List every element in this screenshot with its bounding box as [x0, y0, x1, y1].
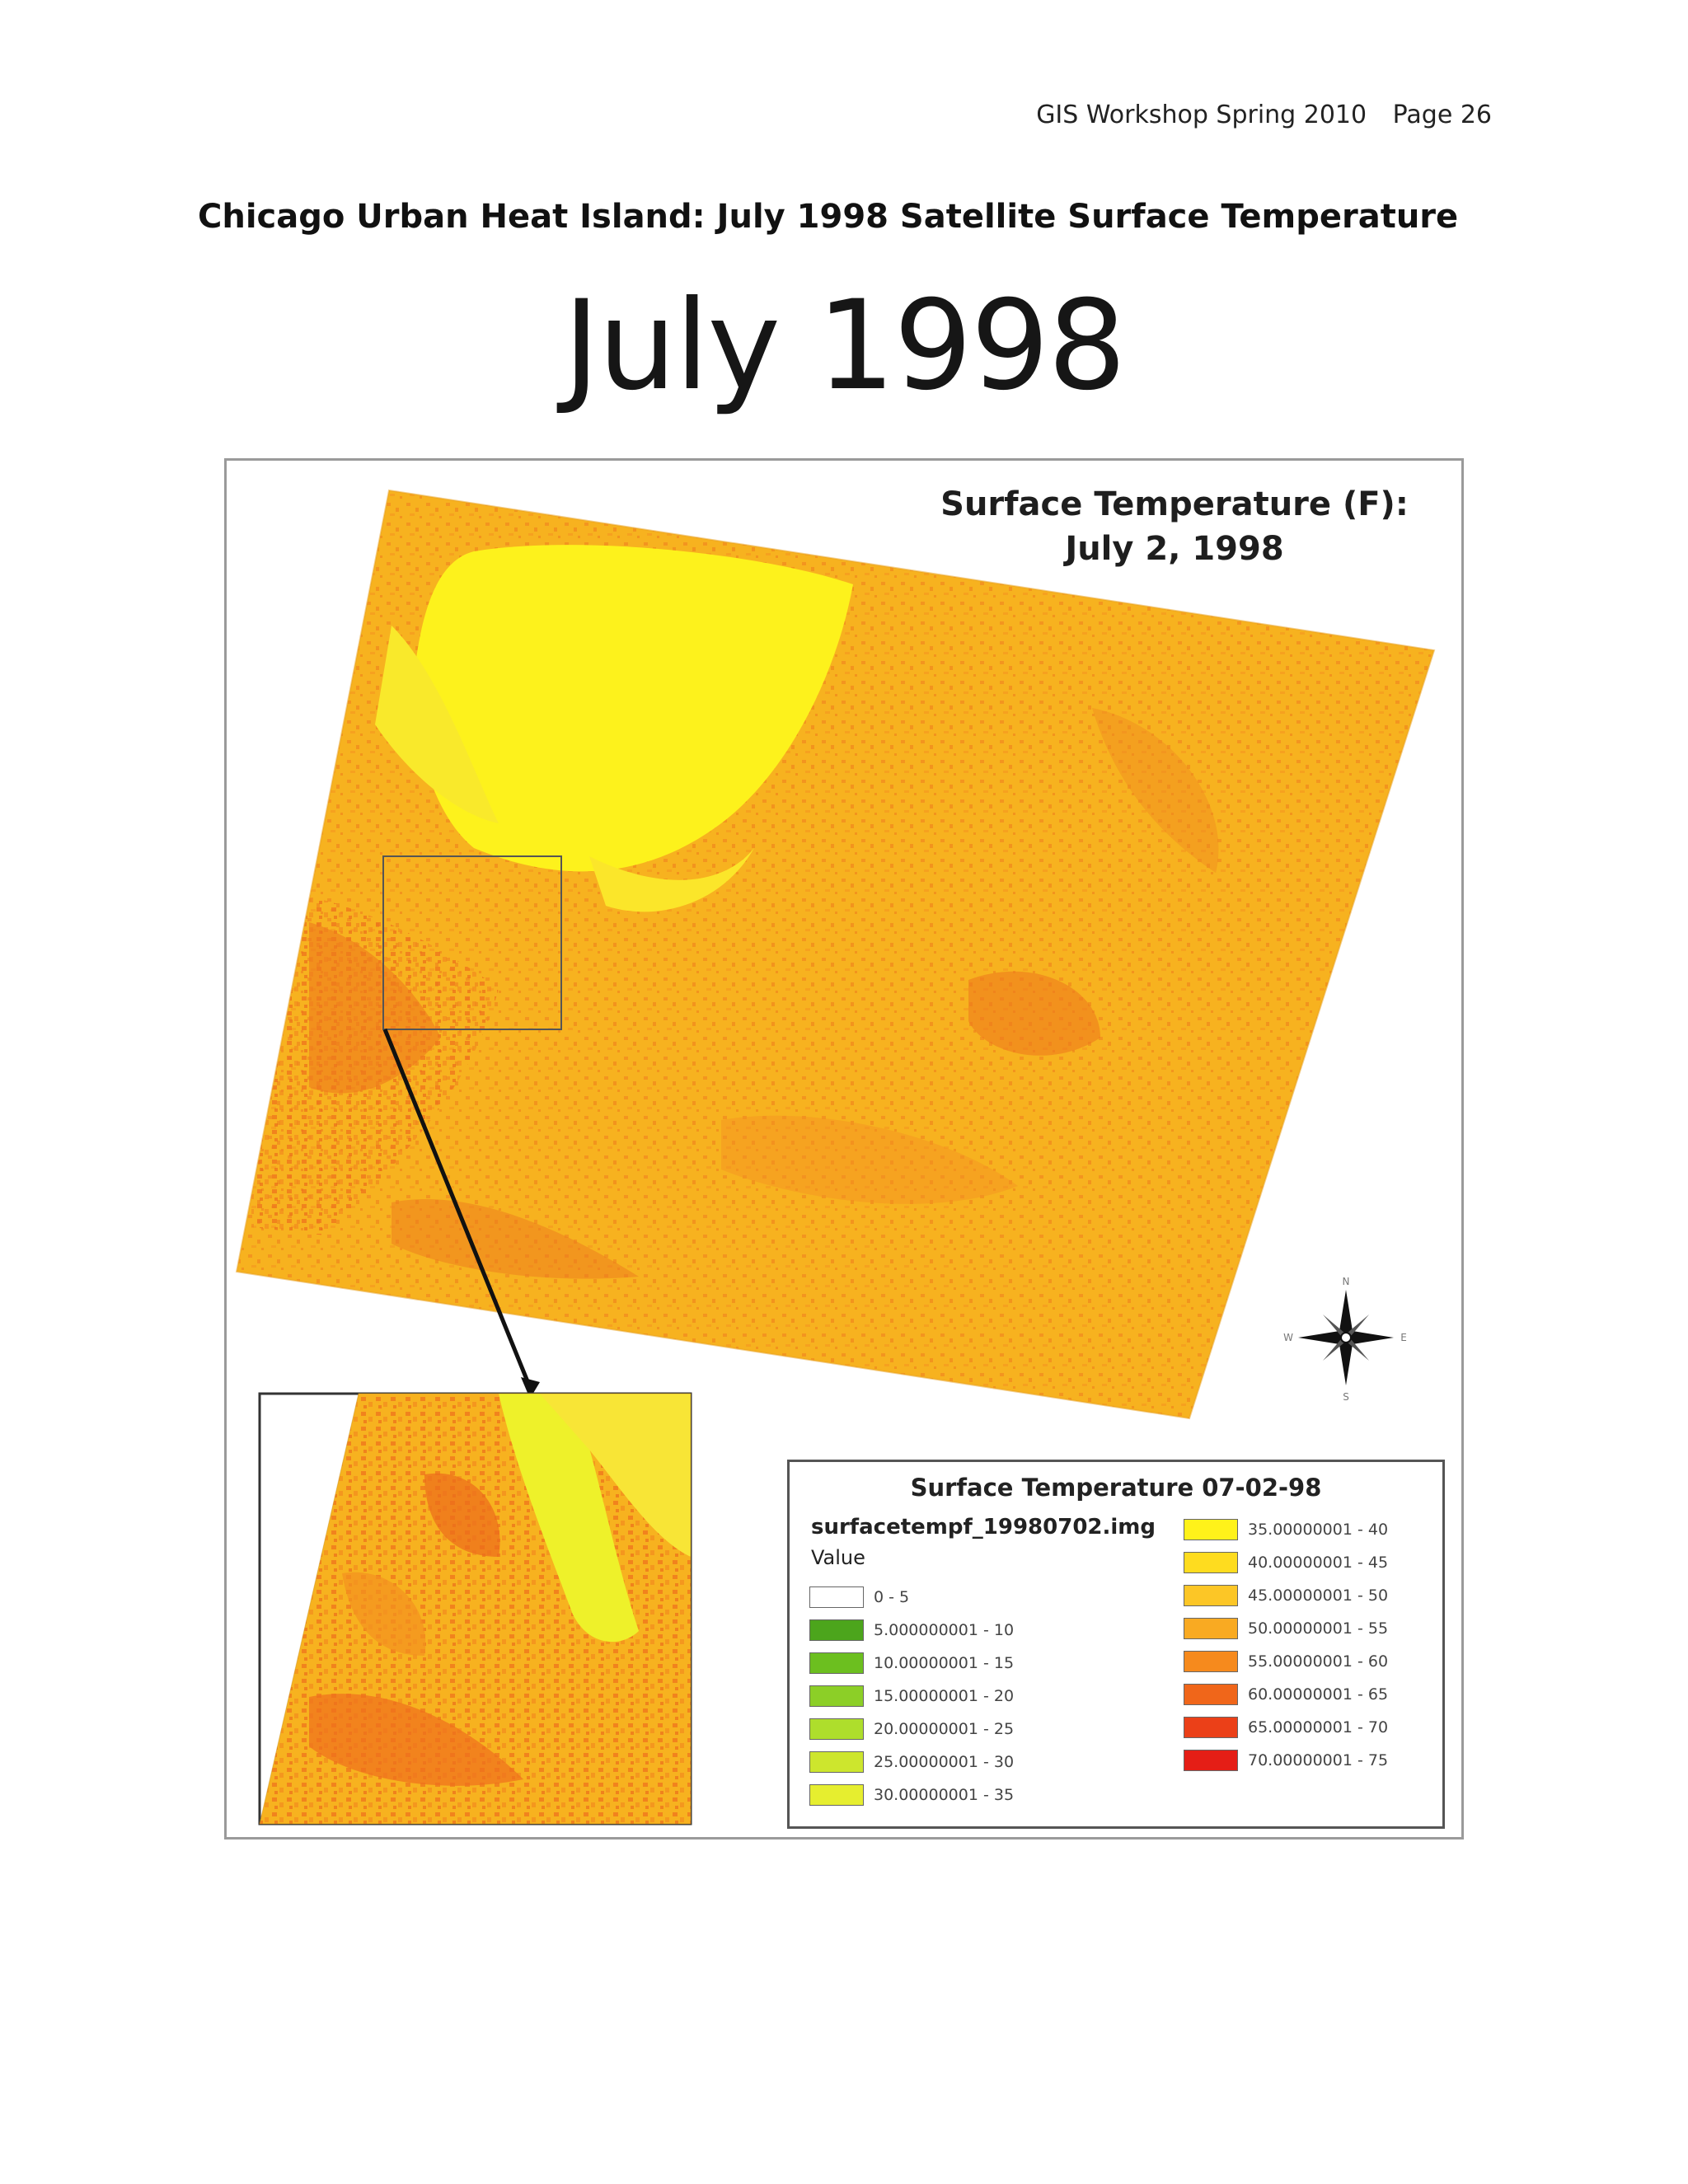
legend-color-swatch — [809, 1652, 864, 1674]
legend-layer-name: surfacetempf_19980702.img — [811, 1515, 1156, 1540]
legend-color-swatch — [809, 1751, 864, 1773]
legend-color-swatch — [1184, 1651, 1238, 1672]
legend-color-swatch — [809, 1784, 864, 1806]
legend-class-label: 15.00000001 - 20 — [874, 1687, 1015, 1705]
legend-class-item: 0 - 5 — [809, 1581, 1014, 1614]
legend-class-item: 40.00000001 - 45 — [1184, 1546, 1388, 1579]
legend-title: Surface Temperature 07-02-98 — [910, 1474, 1322, 1502]
legend-color-swatch — [1184, 1585, 1238, 1606]
legend-class-item: 35.00000001 - 40 — [1184, 1513, 1388, 1546]
legend-color-swatch — [1184, 1684, 1238, 1705]
legend-color-swatch — [1184, 1519, 1238, 1540]
legend-class-label: 70.00000001 - 75 — [1248, 1751, 1389, 1769]
figure-heading: July 1998 — [563, 274, 1126, 418]
legend-class-item: 5.000000001 - 10 — [809, 1614, 1014, 1647]
document-title: Chicago Urban Heat Island: July 1998 Sat… — [198, 198, 1459, 236]
legend-class-item: 60.00000001 - 65 — [1184, 1678, 1388, 1711]
legend-class-label: 10.00000001 - 15 — [874, 1654, 1015, 1672]
legend-class-label: 5.000000001 - 10 — [874, 1621, 1015, 1639]
map-legend: Surface Temperature 07-02-98 surfacetemp… — [787, 1460, 1445, 1829]
legend-column-right: 35.00000001 - 40 40.00000001 - 45 45.00000… — [1184, 1513, 1388, 1777]
legend-color-swatch — [1184, 1618, 1238, 1639]
legend-class-item: 50.00000001 - 55 — [1184, 1612, 1388, 1645]
legend-class-item: 15.00000001 - 20 — [809, 1680, 1014, 1713]
page-header: GIS Workshop Spring 2010 Page 26 — [1036, 101, 1492, 129]
inset-pointer-arrow — [382, 1029, 532, 1386]
legend-class-label: 0 - 5 — [874, 1588, 910, 1606]
legend-color-swatch — [1184, 1750, 1238, 1771]
legend-color-swatch — [1184, 1717, 1238, 1738]
legend-color-swatch — [809, 1586, 864, 1608]
inset-locator-box — [382, 855, 562, 1030]
inset-map — [258, 1392, 692, 1825]
map-title-line-1: Surface Temperature (F): — [940, 485, 1409, 523]
legend-field-name: Value — [811, 1546, 865, 1569]
legend-color-swatch — [809, 1685, 864, 1707]
map-title-line-2: July 2, 1998 — [1065, 530, 1284, 568]
legend-class-item: 65.00000001 - 70 — [1184, 1711, 1388, 1744]
legend-class-item: 55.00000001 - 60 — [1184, 1645, 1388, 1678]
legend-class-label: 35.00000001 - 40 — [1248, 1521, 1389, 1539]
compass-west-label: W — [1283, 1332, 1293, 1343]
compass-east-label: E — [1400, 1332, 1407, 1343]
legend-class-label: 50.00000001 - 55 — [1248, 1619, 1389, 1638]
legend-class-label: 20.00000001 - 25 — [874, 1720, 1015, 1738]
compass-south-label: S — [1343, 1391, 1349, 1403]
legend-class-item: 25.00000001 - 30 — [809, 1746, 1014, 1779]
lake-michigan-region — [415, 545, 853, 872]
legend-color-swatch — [1184, 1552, 1238, 1573]
legend-class-item: 10.00000001 - 15 — [809, 1647, 1014, 1680]
map-title: Surface Temperature (F): July 2, 1998 — [911, 482, 1438, 571]
legend-class-item: 70.00000001 - 75 — [1184, 1744, 1388, 1777]
legend-class-label: 55.00000001 - 60 — [1248, 1652, 1389, 1671]
legend-class-label: 65.00000001 - 70 — [1248, 1718, 1389, 1736]
legend-class-item: 30.00000001 - 35 — [809, 1779, 1014, 1811]
legend-column-left: 0 - 5 5.000000001 - 10 10.00000001 - 15 15.… — [809, 1581, 1014, 1811]
legend-class-label: 60.00000001 - 65 — [1248, 1685, 1389, 1704]
legend-color-swatch — [809, 1718, 864, 1740]
legend-class-label: 25.00000001 - 30 — [874, 1753, 1015, 1771]
legend-color-swatch — [809, 1619, 864, 1641]
compass-north-label: N — [1343, 1276, 1350, 1287]
map-figure: N S E W Surface Temperature (F): July 2,… — [224, 458, 1464, 1840]
legend-class-label: 40.00000001 - 45 — [1248, 1554, 1389, 1572]
legend-class-label: 30.00000001 - 35 — [874, 1786, 1015, 1804]
compass-rose: N S E W — [1283, 1276, 1407, 1403]
document-name: GIS Workshop Spring 2010 — [1036, 101, 1367, 129]
page-number: Page 26 — [1392, 101, 1492, 129]
legend-class-item: 45.00000001 - 50 — [1184, 1579, 1388, 1612]
map-canvas: N S E W — [235, 489, 1436, 1825]
legend-class-item: 20.00000001 - 25 — [809, 1713, 1014, 1746]
satellite-scene — [235, 489, 1436, 1420]
legend-class-label: 45.00000001 - 50 — [1248, 1586, 1389, 1605]
